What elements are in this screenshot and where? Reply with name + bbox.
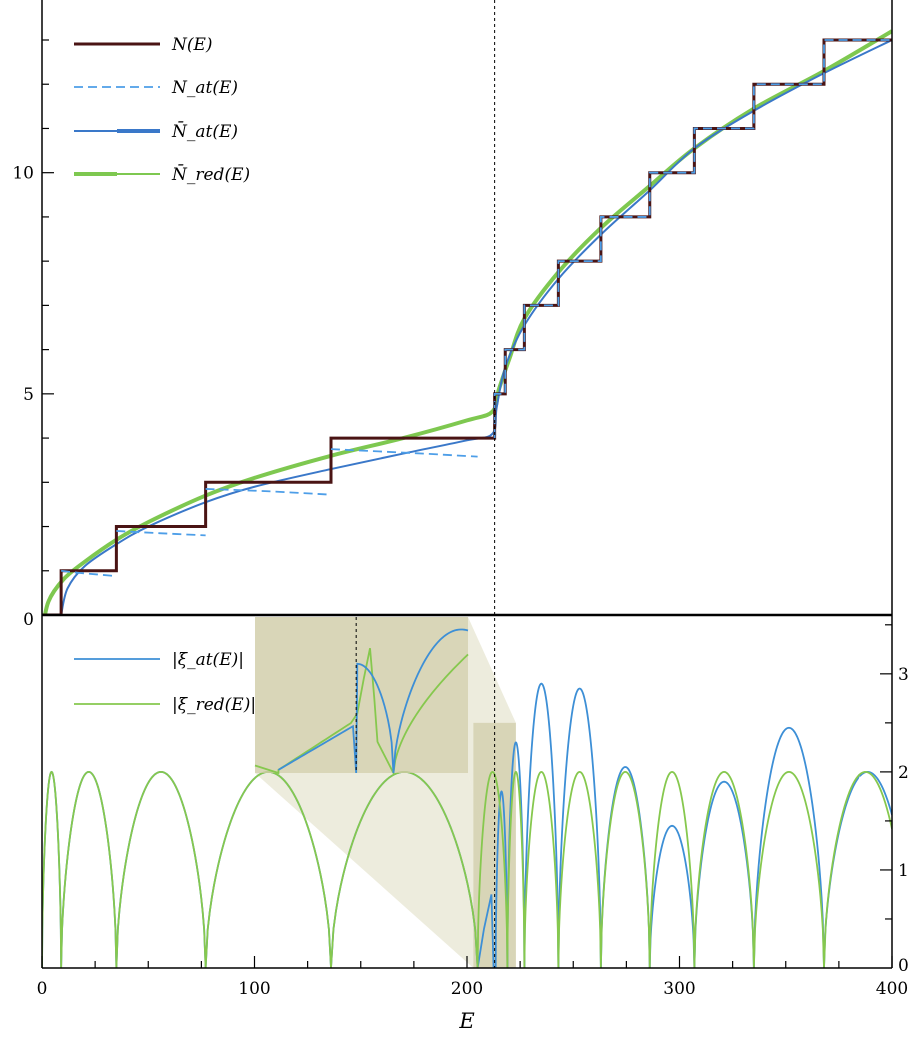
series-xi-at [494,790,509,968]
x-tick-label: 400 [876,979,908,999]
top-y-tick-label: 10 [12,164,34,184]
series-xi-at [599,766,651,968]
series-nat-segment [205,488,332,496]
legend-label-top: N̄_red(E) [171,163,250,185]
series-xi-at [752,726,825,968]
legend-label-top: N(E) [171,35,213,55]
right-y-tick-label: 1 [898,861,909,881]
series-xi-at [693,780,755,968]
bottom-panel: 0 100 200 300 400 0 1 2 3 |ξ_at(E)| |ξ_red(E)| E [37,615,909,1033]
legend-label-bottom: |ξ_at(E)| [172,650,244,670]
inset-xi-at [277,628,469,774]
inset-xi-red [254,648,469,776]
x-tick-label: 200 [451,979,483,999]
series-xi-red [42,770,892,968]
series-xi-at [506,741,526,968]
bottom-ticks: 0 100 200 300 400 0 1 2 3 [37,624,909,999]
series-n-step [42,38,892,615]
series-xi-at [648,824,696,968]
right-y-tick-label: 3 [898,665,909,685]
top-y-ticks: 0 5 10 [12,39,54,630]
series-nbar-red [42,29,892,615]
top-y-tick-label: 0 [23,610,34,630]
top-panel: 0 5 10 N(E) N_at(E) N̄_at(E) N̄_red(E) [12,0,893,630]
zoom-inset [254,617,469,776]
right-y-tick-label: 2 [898,763,909,783]
legend-label-top: N_at(E) [171,78,238,98]
bottom-legend: |ξ_at(E)| |ξ_red(E)| [74,650,256,715]
legend-label-top: N̄_at(E) [171,120,238,142]
right-y-tick-label: 0 [898,956,909,976]
legend-label-bottom: |ξ_red(E)| [172,695,256,715]
series-nat-segment [493,39,892,439]
top-plot-area [42,29,892,615]
zoom-connector-lower [255,773,516,968]
series-nbar-at [60,39,892,615]
x-tick-label: 100 [238,979,270,999]
top-y-tick-label: 5 [23,385,34,405]
x-axis-label: E [458,1009,474,1033]
bottom-plot-area [42,682,892,968]
series-xi-at [557,687,602,968]
series-nat-segment [330,448,478,458]
x-tick-label: 0 [37,979,48,999]
series-nat-segment [116,530,206,537]
x-tick-label: 300 [663,979,695,999]
series-nat-segment [61,569,117,577]
top-legend: N(E) N_at(E) N̄_at(E) N̄_red(E) [74,35,250,185]
series-xi-at [523,682,560,968]
